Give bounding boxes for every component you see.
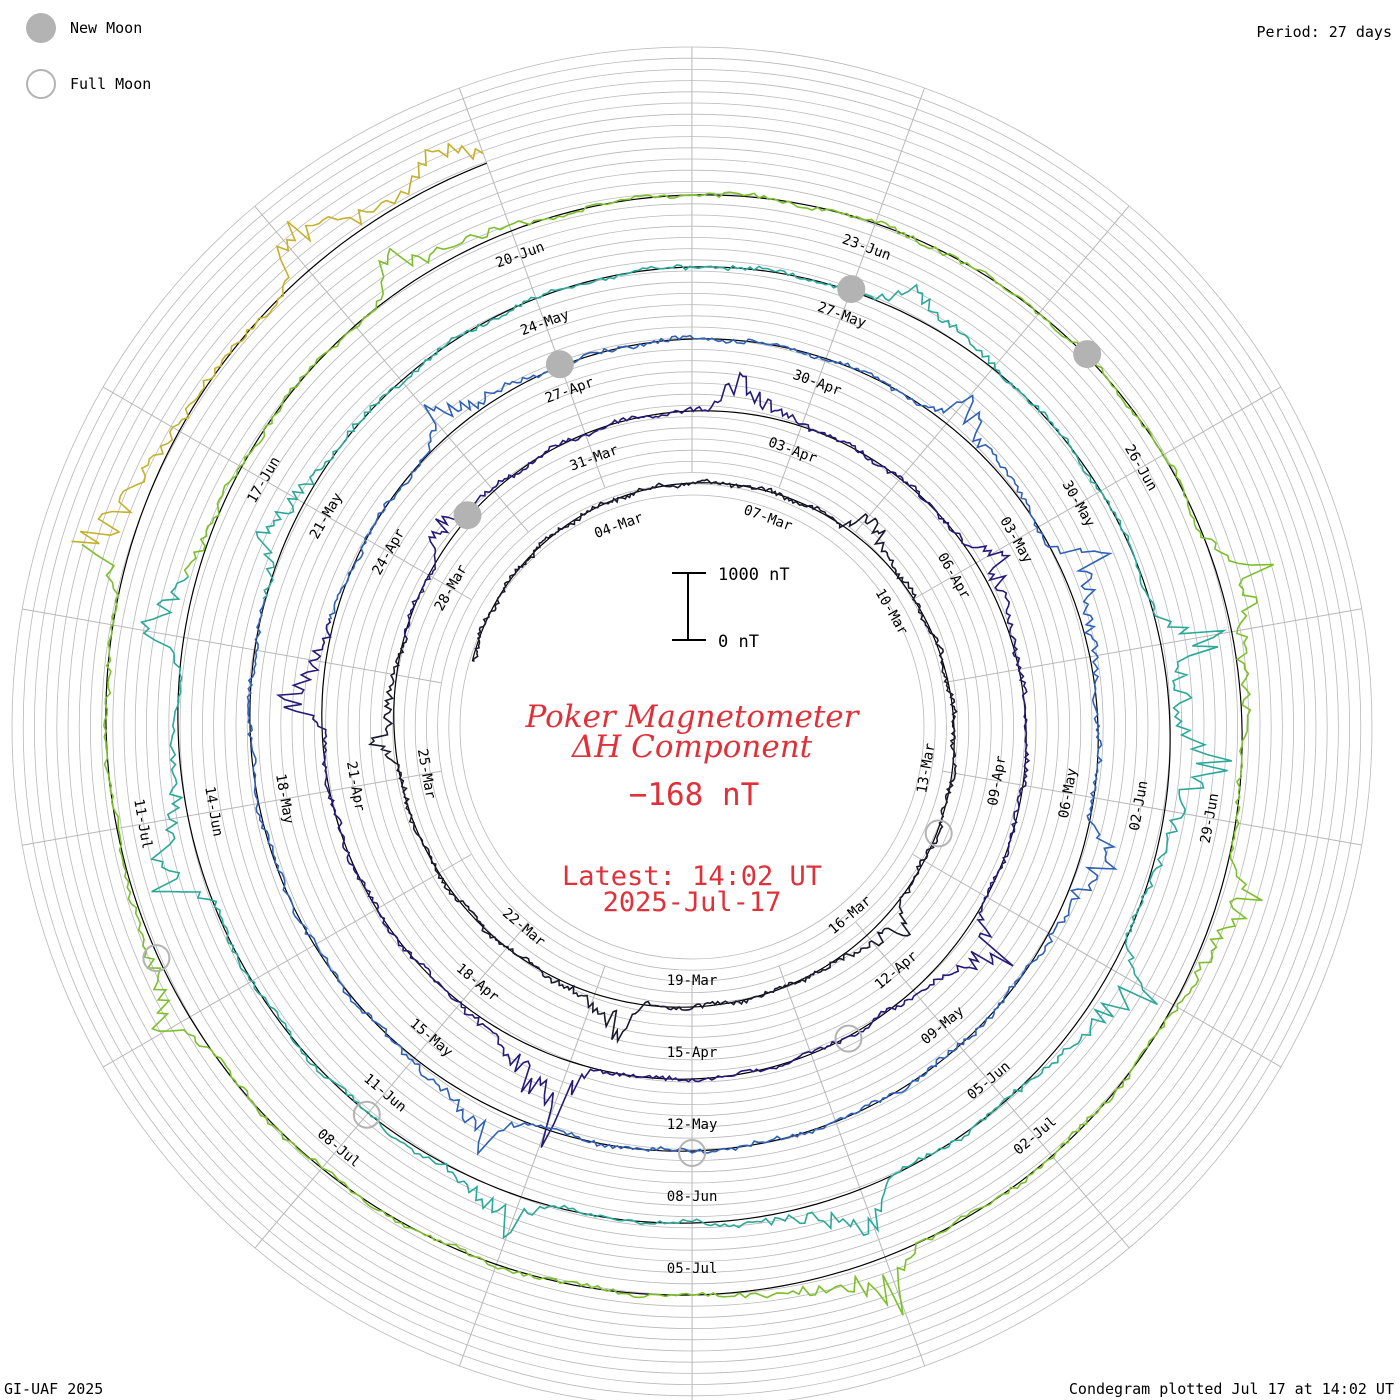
full-moon-marker bbox=[142, 944, 171, 973]
new-moon-marker bbox=[1073, 340, 1102, 369]
new-moon-icon bbox=[26, 13, 56, 43]
legend-full-moon: Full Moon bbox=[26, 69, 151, 99]
title-line-2: ΔH Component bbox=[571, 729, 813, 765]
date-label: 26-Jun bbox=[1121, 442, 1160, 494]
date-label: 07-Mar bbox=[741, 502, 794, 534]
date-label: 05-Jun bbox=[964, 1059, 1013, 1104]
new-moon-marker bbox=[837, 275, 866, 304]
date-label: 15-Apr bbox=[667, 1045, 718, 1061]
date-label: 24-Apr bbox=[369, 526, 408, 578]
day-spoke bbox=[22, 770, 441, 846]
full-moon-marker bbox=[678, 1139, 707, 1167]
date-label: 23-Jun bbox=[840, 232, 893, 264]
date-label: 21-Apr bbox=[343, 760, 368, 813]
date-label: 06-Apr bbox=[934, 550, 973, 602]
rotation-trace bbox=[246, 334, 1118, 1156]
day-spoke bbox=[943, 608, 1362, 684]
legend-full-moon-label: Full Moon bbox=[70, 75, 152, 93]
date-label: 10-Mar bbox=[872, 586, 911, 638]
scale-bar: 1000 nT 0 nT bbox=[672, 565, 790, 652]
date-label: 18-Apr bbox=[453, 961, 502, 1006]
scale-bar-top-label: 1000 nT bbox=[718, 565, 790, 585]
date-label: 22-Mar bbox=[499, 905, 548, 950]
latest-date: 2025-Jul-17 bbox=[603, 887, 782, 918]
date-label: 11-Jul bbox=[130, 798, 155, 851]
date-label: 08-Jul bbox=[314, 1126, 363, 1171]
full-moon-marker bbox=[834, 1024, 863, 1053]
date-label: 04-Mar bbox=[592, 510, 645, 542]
date-label: 03-Apr bbox=[766, 435, 819, 467]
period-label: Period: 27 days bbox=[1256, 23, 1392, 41]
day-spoke bbox=[912, 854, 1282, 1068]
rotation-trace bbox=[81, 191, 1275, 1316]
chart-title: Poker Magnetometer ΔH Component −168 nT … bbox=[525, 699, 861, 918]
grid-circle bbox=[448, 483, 936, 971]
new-moon-marker bbox=[545, 350, 574, 379]
latest-time: Latest: 14:02 UT bbox=[562, 861, 822, 892]
legend-new-moon: New Moon bbox=[26, 13, 142, 43]
date-label: 17-Jun bbox=[245, 454, 284, 506]
date-label: 09-May bbox=[918, 1003, 967, 1048]
grid-circle bbox=[437, 472, 947, 982]
full-moon-marker bbox=[924, 819, 953, 848]
day-spoke bbox=[855, 921, 1130, 1249]
moon-markers bbox=[142, 275, 1102, 1167]
date-label: 19-Mar bbox=[667, 973, 718, 989]
full-moon-marker bbox=[352, 1100, 381, 1129]
date-label: 13-Mar bbox=[914, 742, 939, 795]
date-label: 16-Mar bbox=[826, 893, 875, 938]
date-label: 31-Mar bbox=[568, 442, 621, 474]
day-spoke bbox=[912, 386, 1282, 600]
day-spoke bbox=[22, 608, 441, 684]
day-spoke bbox=[459, 966, 606, 1367]
day-spoke bbox=[943, 770, 1362, 846]
grid-circle bbox=[459, 494, 925, 960]
scale-bar-bottom-label: 0 nT bbox=[718, 632, 759, 652]
day-spoke bbox=[102, 386, 472, 600]
legend-new-moon-label: New Moon bbox=[70, 19, 143, 37]
rotation-trace bbox=[275, 371, 1031, 1148]
date-label: 24-May bbox=[518, 307, 571, 339]
date-label: 20-Jun bbox=[494, 239, 547, 271]
day-spoke bbox=[254, 205, 529, 533]
rotation-trace bbox=[368, 478, 958, 1045]
date-label: 12-May bbox=[667, 1117, 718, 1133]
full-moon-icon bbox=[26, 69, 56, 99]
date-label: 05-Jul bbox=[667, 1261, 718, 1277]
date-label: 08-Jun bbox=[667, 1189, 718, 1205]
day-spoke bbox=[458, 87, 606, 488]
title-line-1: Poker Magnetometer bbox=[525, 699, 861, 735]
day-spoke bbox=[254, 922, 529, 1249]
date-label: 02-Jun bbox=[1127, 780, 1152, 833]
magnetometer-traces bbox=[71, 142, 1275, 1316]
footer-credit: GI-UAF 2025 bbox=[4, 1380, 104, 1398]
date-label: 12-Apr bbox=[872, 948, 921, 993]
date-label: 15-May bbox=[407, 1016, 456, 1061]
rotation-trace bbox=[139, 264, 1232, 1240]
date-label: 27-Apr bbox=[543, 374, 596, 406]
footer-plotted-time: Condegram plotted Jul 17 at 14:02 UT bbox=[1068, 1380, 1394, 1398]
date-label: 03-May bbox=[996, 514, 1035, 566]
date-label: 27-May bbox=[815, 299, 868, 331]
new-moon-marker bbox=[453, 501, 482, 530]
current-value: −168 nT bbox=[629, 777, 760, 813]
date-label: 06-May bbox=[1056, 767, 1081, 820]
date-label: 25-Mar bbox=[414, 748, 439, 801]
rotation-trace bbox=[71, 142, 484, 545]
date-label: 14-Jun bbox=[201, 785, 226, 838]
